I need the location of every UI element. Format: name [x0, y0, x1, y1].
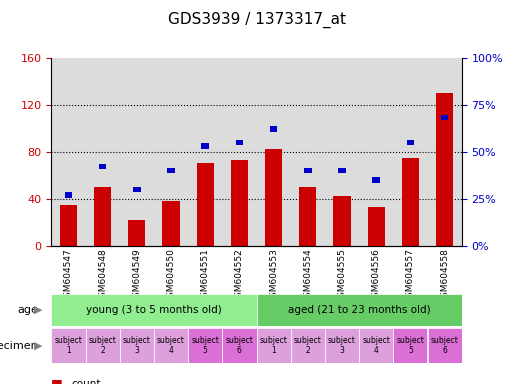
Bar	[231, 160, 248, 246]
Text: aged (21 to 23 months old): aged (21 to 23 months old)	[288, 305, 430, 315]
Bar	[51, 294, 256, 326]
Bar	[436, 93, 453, 246]
Bar	[256, 328, 291, 363]
Text: ■: ■	[51, 377, 63, 384]
Text: specimen: specimen	[0, 341, 38, 351]
Bar	[120, 328, 154, 363]
Bar	[299, 187, 317, 246]
Bar	[441, 115, 448, 121]
Text: subject
1: subject 1	[260, 336, 288, 355]
Bar	[368, 207, 385, 246]
Bar	[167, 168, 175, 173]
Bar	[60, 205, 77, 246]
Bar	[372, 177, 380, 182]
Text: count: count	[72, 379, 102, 384]
Text: subject
1: subject 1	[54, 336, 83, 355]
Bar	[427, 328, 462, 363]
Bar	[256, 294, 462, 326]
Bar	[265, 149, 282, 246]
Bar	[133, 187, 141, 192]
Bar	[304, 168, 311, 173]
Bar	[128, 220, 145, 246]
Bar	[94, 187, 111, 246]
Bar	[325, 328, 359, 363]
Bar	[393, 328, 427, 363]
Bar	[201, 143, 209, 149]
Text: subject
6: subject 6	[225, 336, 253, 355]
Text: subject
6: subject 6	[430, 336, 459, 355]
Text: subject
2: subject 2	[294, 336, 322, 355]
Bar	[65, 192, 72, 198]
Bar	[163, 201, 180, 246]
Bar	[51, 328, 86, 363]
Text: ▶: ▶	[34, 341, 43, 351]
Text: subject
4: subject 4	[157, 336, 185, 355]
Text: subject
4: subject 4	[362, 336, 390, 355]
Bar	[86, 328, 120, 363]
Bar	[98, 164, 106, 169]
Text: subject
5: subject 5	[397, 336, 424, 355]
Bar	[338, 168, 346, 173]
Bar	[402, 157, 419, 246]
Text: age: age	[17, 305, 38, 315]
Bar	[188, 328, 222, 363]
Text: subject
5: subject 5	[191, 336, 219, 355]
Text: ▶: ▶	[34, 305, 43, 315]
Text: GDS3939 / 1373317_at: GDS3939 / 1373317_at	[168, 12, 345, 28]
Text: subject
3: subject 3	[123, 336, 151, 355]
Bar	[235, 140, 243, 145]
Bar	[406, 140, 414, 145]
Bar	[291, 328, 325, 363]
Text: subject
3: subject 3	[328, 336, 356, 355]
Bar	[154, 328, 188, 363]
Bar	[359, 328, 393, 363]
Text: subject
2: subject 2	[89, 336, 116, 355]
Text: young (3 to 5 months old): young (3 to 5 months old)	[86, 305, 222, 315]
Bar	[270, 126, 278, 132]
Bar	[196, 164, 214, 246]
Bar	[222, 328, 256, 363]
Bar	[333, 196, 350, 246]
